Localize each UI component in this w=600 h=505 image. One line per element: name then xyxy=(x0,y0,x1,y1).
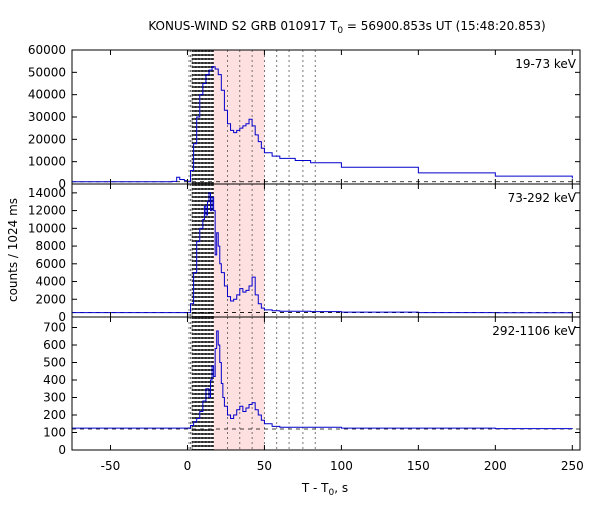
panel-energy-label: 19-73 keV xyxy=(515,57,577,71)
chart-title: KONUS-WIND S2 GRB 010917 T0 = 56900.853s… xyxy=(148,19,545,36)
y-axis-label: counts / 1024 ms xyxy=(6,198,20,302)
y-tick-label: 700 xyxy=(43,321,66,335)
series-line xyxy=(72,192,573,314)
y-tick-label: 20000 xyxy=(28,132,66,146)
panel-3: 0 100 200 300 400 500 600 700 292-1106 keV xyxy=(43,316,581,457)
panel-1: 0 10000 20000 30000 40000 50000 60000 19-73 keV xyxy=(28,43,581,191)
series-line xyxy=(72,66,573,183)
y-tick-label: 10000 xyxy=(28,155,66,169)
y-tick-label: 60000 xyxy=(28,43,66,57)
panel-frame xyxy=(71,49,581,185)
x-tick-label: 50 xyxy=(257,459,272,473)
panel-frame xyxy=(71,316,581,451)
y-tick-label: 14000 xyxy=(28,186,66,200)
chart-title-rest: = 56900.853s UT (15:48:20.853) xyxy=(343,19,546,33)
y-tick-label: 50000 xyxy=(28,65,66,79)
x-axis-label-main: T - T xyxy=(301,481,329,495)
y-tick-label: 200 xyxy=(43,408,66,422)
y-tick-label: 2000 xyxy=(35,292,66,306)
series-line xyxy=(72,330,573,430)
shaded-interval xyxy=(213,184,265,317)
x-axis-label-rest: , s xyxy=(334,481,348,495)
y-tick-label: 0 xyxy=(58,310,66,324)
chart-title-main: KONUS-WIND S2 GRB 010917 T xyxy=(148,19,338,33)
panel-energy-label: 73-292 keV xyxy=(508,191,577,205)
x-tick-label: 0 xyxy=(184,459,192,473)
x-tick-label: -50 xyxy=(101,459,121,473)
x-tick-label: 250 xyxy=(561,459,584,473)
panel-energy-label: 292-1106 keV xyxy=(492,324,576,338)
y-tick-label: 500 xyxy=(43,356,66,370)
chart-title-subscript: 0 xyxy=(337,26,343,36)
shaded-interval xyxy=(213,50,265,184)
y-tick-label: 4000 xyxy=(35,275,66,289)
x-axis-label-subscript: 0 xyxy=(329,488,335,498)
x-tick-label: 100 xyxy=(330,459,353,473)
y-tick-label: 40000 xyxy=(28,88,66,102)
y-tick-label: 12000 xyxy=(28,204,66,218)
y-tick-label: 0 xyxy=(58,443,66,457)
x-tick-label: 150 xyxy=(407,459,430,473)
y-tick-label: 6000 xyxy=(35,257,66,271)
y-tick-label: 300 xyxy=(43,391,66,405)
panel-frame xyxy=(71,183,581,318)
panel-2: 0 2000 4000 6000 8000 10000 12000 14000 73-292 k… xyxy=(28,183,581,324)
y-tick-label: 0 xyxy=(58,177,66,191)
y-tick-label: 30000 xyxy=(28,110,66,124)
y-tick-label: 8000 xyxy=(35,239,66,253)
y-tick-label: 400 xyxy=(43,373,66,387)
x-axis-label: T - T0, s xyxy=(301,481,348,498)
y-tick-label: 10000 xyxy=(28,221,66,235)
x-tick-label: 200 xyxy=(484,459,507,473)
y-tick-label: 600 xyxy=(43,338,66,352)
y-tick-label: 100 xyxy=(43,426,66,440)
